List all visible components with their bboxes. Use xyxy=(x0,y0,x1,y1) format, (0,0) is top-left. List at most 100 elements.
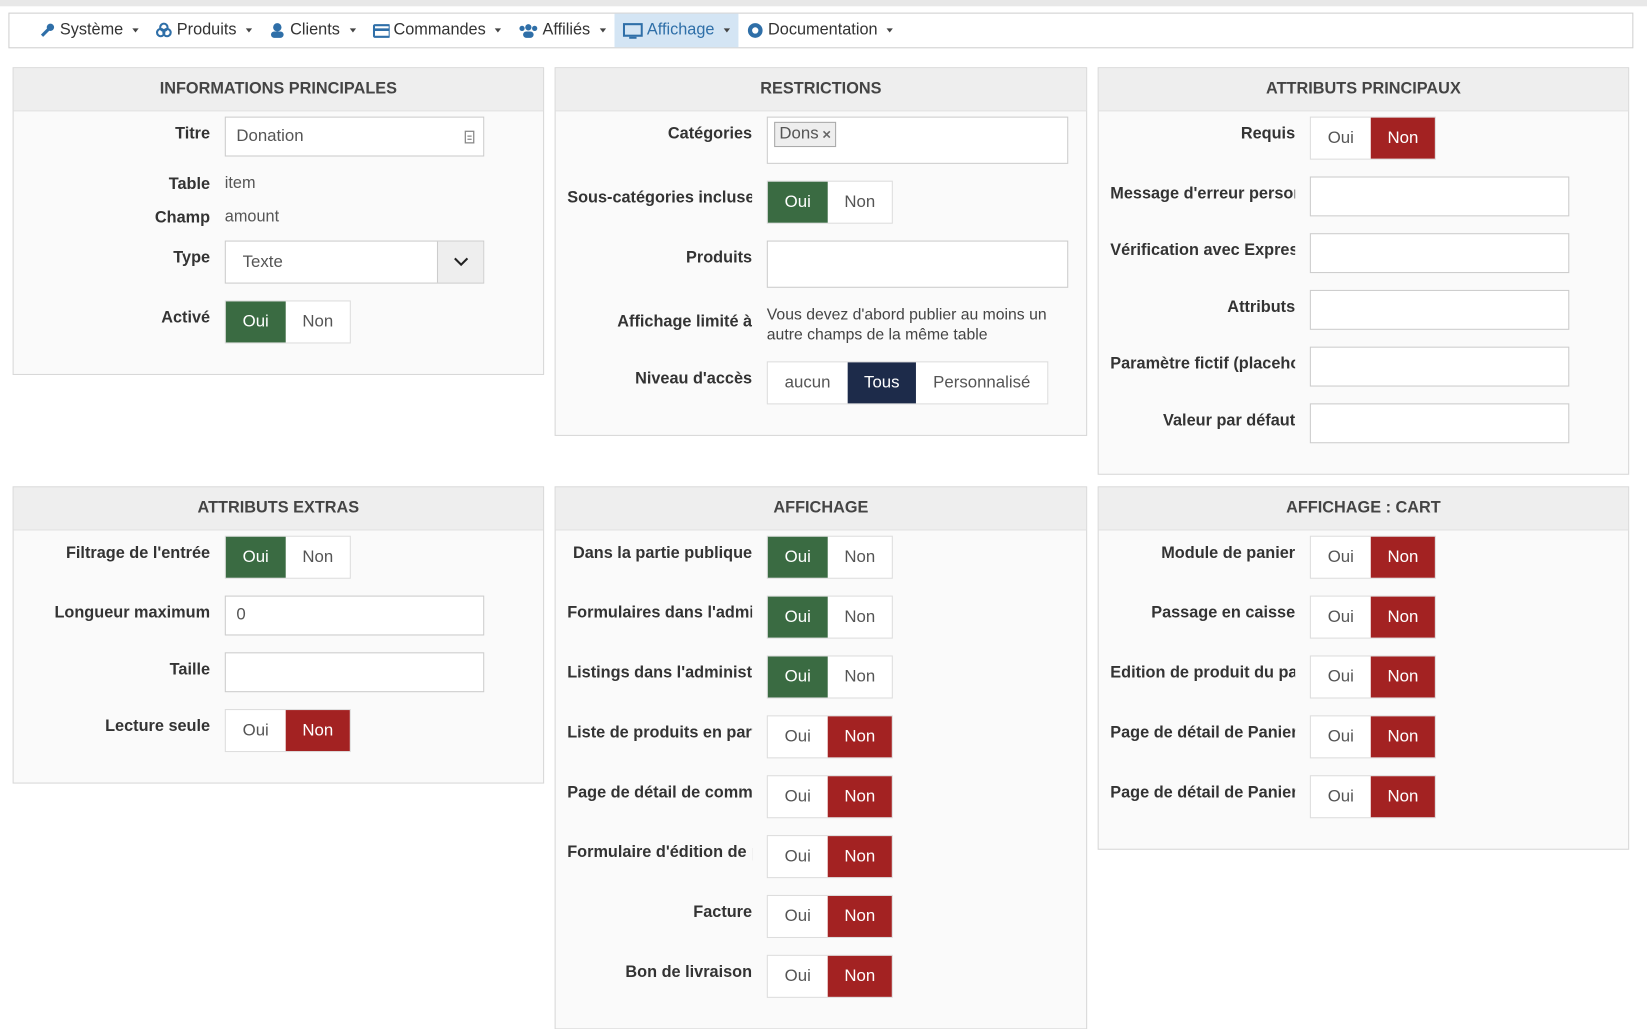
toggle-option[interactable]: Oui xyxy=(784,847,811,866)
panel-body: Requis Oui Non Message d'erreur personn Véri… xyxy=(1099,111,1628,444)
toggle-option[interactable]: Non xyxy=(1370,117,1436,159)
toggle-option[interactable]: Oui xyxy=(1327,129,1354,148)
text-input[interactable] xyxy=(1309,176,1570,217)
field-row: Liste de produits en partie Oui Non xyxy=(556,715,1086,759)
menu-icon xyxy=(519,24,538,38)
menu-item[interactable]: Clients xyxy=(261,14,364,48)
toggle-option[interactable]: aucun xyxy=(784,373,831,392)
select-value: Texte xyxy=(242,253,283,272)
toggle-option[interactable]: Non xyxy=(827,895,893,937)
text-input[interactable] xyxy=(1309,289,1570,330)
toggle-option[interactable]: Oui xyxy=(767,536,828,578)
panel-title: ATTRIBUTS PRINCIPAUX xyxy=(1098,68,1629,112)
field-label: Valeur par défaut xyxy=(1163,411,1296,430)
toggle-group: aucun Tous Personnalisé xyxy=(766,361,1049,405)
toggle-group: Oui Non xyxy=(766,535,894,579)
field-label: Filtrage de l'entrée xyxy=(65,544,211,562)
text-input[interactable] xyxy=(1309,346,1570,387)
field-label: Type xyxy=(173,248,211,267)
toggle-option[interactable]: Oui xyxy=(767,181,828,223)
toggle-option[interactable]: Non xyxy=(827,836,893,878)
text-input[interactable]: Donation xyxy=(224,116,485,157)
text-input[interactable] xyxy=(1309,233,1570,274)
menu-item[interactable]: Affichage xyxy=(614,13,739,48)
toggle-option[interactable]: Oui xyxy=(767,596,828,638)
panel: ATTRIBUTS PRINCIPAUX Requis Oui Non Message … xyxy=(1097,67,1630,475)
field-row: Type Texte xyxy=(14,240,543,284)
toggle-option[interactable]: Non xyxy=(844,193,876,212)
toggle-option[interactable]: Non xyxy=(302,548,334,567)
toggle-option[interactable]: Non xyxy=(285,710,351,752)
menu-icon xyxy=(271,23,284,38)
toggle-option[interactable]: Oui xyxy=(1327,608,1354,627)
field-row: Lecture seule Oui Non xyxy=(14,709,543,753)
panel: AFFICHAGE Dans la partie publique Oui Non Fo… xyxy=(554,486,1088,1029)
field-row: Champ amount xyxy=(14,207,543,228)
toggle-option[interactable]: Non xyxy=(1370,536,1436,578)
field-label: Message d'erreur personn xyxy=(1110,184,1296,203)
field-row: Formulaire d'édition de pr Oui Non xyxy=(556,835,1086,879)
toggle-option[interactable]: Non xyxy=(827,955,893,997)
menu-label: Clients xyxy=(290,21,340,39)
menu-item[interactable]: Commandes xyxy=(364,14,510,48)
toggle-option[interactable]: Oui xyxy=(1327,787,1354,806)
field-label: Taille xyxy=(169,660,211,679)
toggle-option[interactable]: Oui xyxy=(1327,668,1354,686)
menu-label: Documentation xyxy=(768,21,878,39)
field-label: Page de détail de comma xyxy=(567,783,753,802)
select-button xyxy=(436,241,484,283)
field-label: Niveau d'accès xyxy=(635,369,753,388)
field-label: Produits xyxy=(686,248,753,267)
toggle-option[interactable]: Non xyxy=(844,608,876,627)
toggle-option[interactable]: Oui xyxy=(784,907,811,926)
toggle-option[interactable]: Non xyxy=(844,668,876,686)
input-icon xyxy=(464,130,475,144)
toggle-option[interactable]: Non xyxy=(827,776,893,818)
toggle-option[interactable]: Non xyxy=(827,716,893,758)
field-row: Facture Oui Non xyxy=(556,894,1086,939)
menu-item[interactable]: Affiliés xyxy=(510,14,614,48)
toggle-option[interactable]: Non xyxy=(1370,776,1436,818)
menu-bar: Système Produits Clients Commandes Affiliés A… xyxy=(8,12,1634,49)
toggle-option[interactable]: Non xyxy=(844,548,876,567)
toggle-option[interactable]: Oui xyxy=(767,656,828,698)
text-input[interactable] xyxy=(224,652,485,693)
field-label: Paramètre fictif (placehol xyxy=(1110,355,1296,373)
menu-label: Système xyxy=(59,21,124,39)
toggle-option[interactable]: Non xyxy=(1370,656,1436,698)
toggle-group: Oui Non xyxy=(766,715,894,759)
toggle-group: Oui Non xyxy=(224,300,352,344)
toggle-option[interactable]: Non xyxy=(302,313,334,331)
tag-input[interactable]: Dons xyxy=(766,116,1069,164)
toggle-option[interactable]: Personnalisé xyxy=(933,373,1031,392)
panel-body: Module de panier Oui Non Passage en caisse O… xyxy=(1099,530,1628,819)
toggle-option[interactable]: Oui xyxy=(1327,727,1354,746)
toggle-option[interactable]: Non xyxy=(1370,596,1436,638)
toggle-option[interactable]: Non xyxy=(1370,716,1436,758)
toggle-option[interactable]: Oui xyxy=(225,301,286,343)
field-label: Passage en caisse xyxy=(1151,603,1296,622)
text-input[interactable]: 0 xyxy=(224,595,485,636)
toggle-option[interactable]: Oui xyxy=(242,721,269,740)
toggle-option[interactable]: Oui xyxy=(225,536,286,578)
field-label: Module de panier xyxy=(1161,544,1296,562)
panel-body: Dans la partie publique Oui Non Formulaires… xyxy=(556,530,1086,998)
menu-item[interactable]: Système xyxy=(30,14,147,48)
select[interactable]: Texte xyxy=(224,240,485,284)
toggle-option[interactable]: Tous xyxy=(847,362,917,404)
panel-body: Filtrage de l'entrée Oui Non Longueur maxim… xyxy=(14,530,543,753)
panel-title: AFFICHAGE xyxy=(555,487,1087,531)
toggle-option[interactable]: Oui xyxy=(1327,548,1354,567)
toggle-group: Oui Non xyxy=(766,775,894,819)
menu-item[interactable]: Produits xyxy=(147,14,260,48)
field-row: Page de détail de Panier e Oui Non xyxy=(1099,775,1628,819)
text-input[interactable] xyxy=(1309,403,1570,444)
field-row: Valeur par défaut xyxy=(1099,403,1628,444)
toggle-option[interactable]: Oui xyxy=(784,967,811,986)
field-label: Champ xyxy=(154,209,211,227)
text-input[interactable] xyxy=(766,240,1069,288)
menu-item[interactable]: Documentation xyxy=(739,14,902,48)
toggle-option[interactable]: Oui xyxy=(784,727,811,746)
field-row: Titre Donation xyxy=(14,116,543,157)
toggle-option[interactable]: Oui xyxy=(784,787,811,806)
